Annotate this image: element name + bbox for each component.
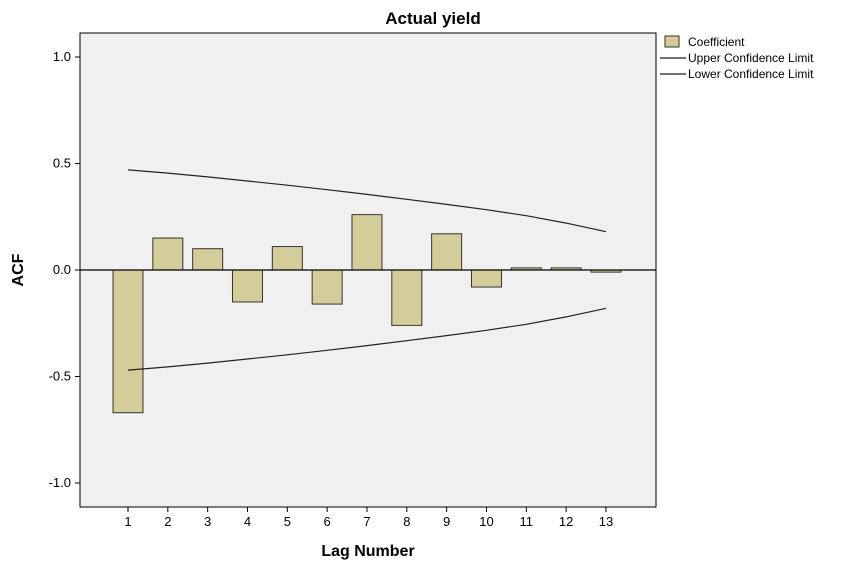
acf-bar-lag-1 — [112, 269, 144, 414]
x-tick-label: 11 — [520, 514, 534, 529]
x-tick-label: 4 — [244, 514, 251, 529]
y-tick-label: 0.0 — [53, 262, 71, 277]
upper-confidence-line — [127, 169, 607, 233]
legend: Coefficient Upper Confidence Limit Lower… — [660, 35, 814, 81]
acf-bar-lag-2 — [152, 237, 184, 271]
legend-swatch-coefficient — [664, 35, 680, 48]
x-tick-label: 3 — [204, 514, 211, 529]
acf-bar-lag-8 — [391, 269, 423, 326]
lower-confidence-line — [127, 307, 607, 371]
x-tick-label: 9 — [443, 514, 450, 529]
acf-bar-lag-7 — [351, 214, 383, 271]
legend-label-upper: Upper Confidence Limit — [688, 51, 814, 65]
x-tick-label: 2 — [164, 514, 171, 529]
x-tick-label: 1 — [124, 514, 131, 529]
legend-label-lower: Lower Confidence Limit — [688, 67, 814, 81]
acf-bar-lag-9 — [431, 233, 463, 271]
y-tick-label: 0.5 — [53, 156, 71, 171]
acf-bar-lag-10 — [470, 269, 502, 288]
y-axis-label: ACF — [10, 253, 27, 286]
bars-layer — [112, 214, 622, 414]
x-tick-label: 8 — [403, 514, 410, 529]
acf-bar-lag-4 — [231, 269, 263, 303]
x-tick-label: 10 — [479, 514, 493, 529]
acf-bar-lag-5 — [271, 246, 303, 271]
y-tick-label: -1.0 — [49, 475, 71, 490]
x-tick-label: 6 — [324, 514, 331, 529]
y-tick-label: 1.0 — [53, 49, 71, 64]
acf-bar-lag-6 — [311, 269, 343, 305]
x-axis-label: Lag Number — [321, 543, 414, 560]
x-tick-label: 13 — [599, 514, 613, 529]
x-axis-ticks: 1 2 3 4 5 6 7 8 9 10 11 12 13 — [124, 507, 613, 529]
x-tick-label: 7 — [363, 514, 370, 529]
acf-bar-lag-3 — [192, 248, 224, 271]
y-axis-ticks: 1.0 0.5 0.0 -0.5 -1.0 — [49, 49, 80, 490]
x-tick-label: 5 — [284, 514, 291, 529]
legend-label-coefficient: Coefficient — [688, 35, 745, 49]
x-tick-label: 12 — [559, 514, 573, 529]
y-tick-label: -0.5 — [49, 369, 71, 384]
chart-title: Actual yield — [385, 9, 480, 28]
